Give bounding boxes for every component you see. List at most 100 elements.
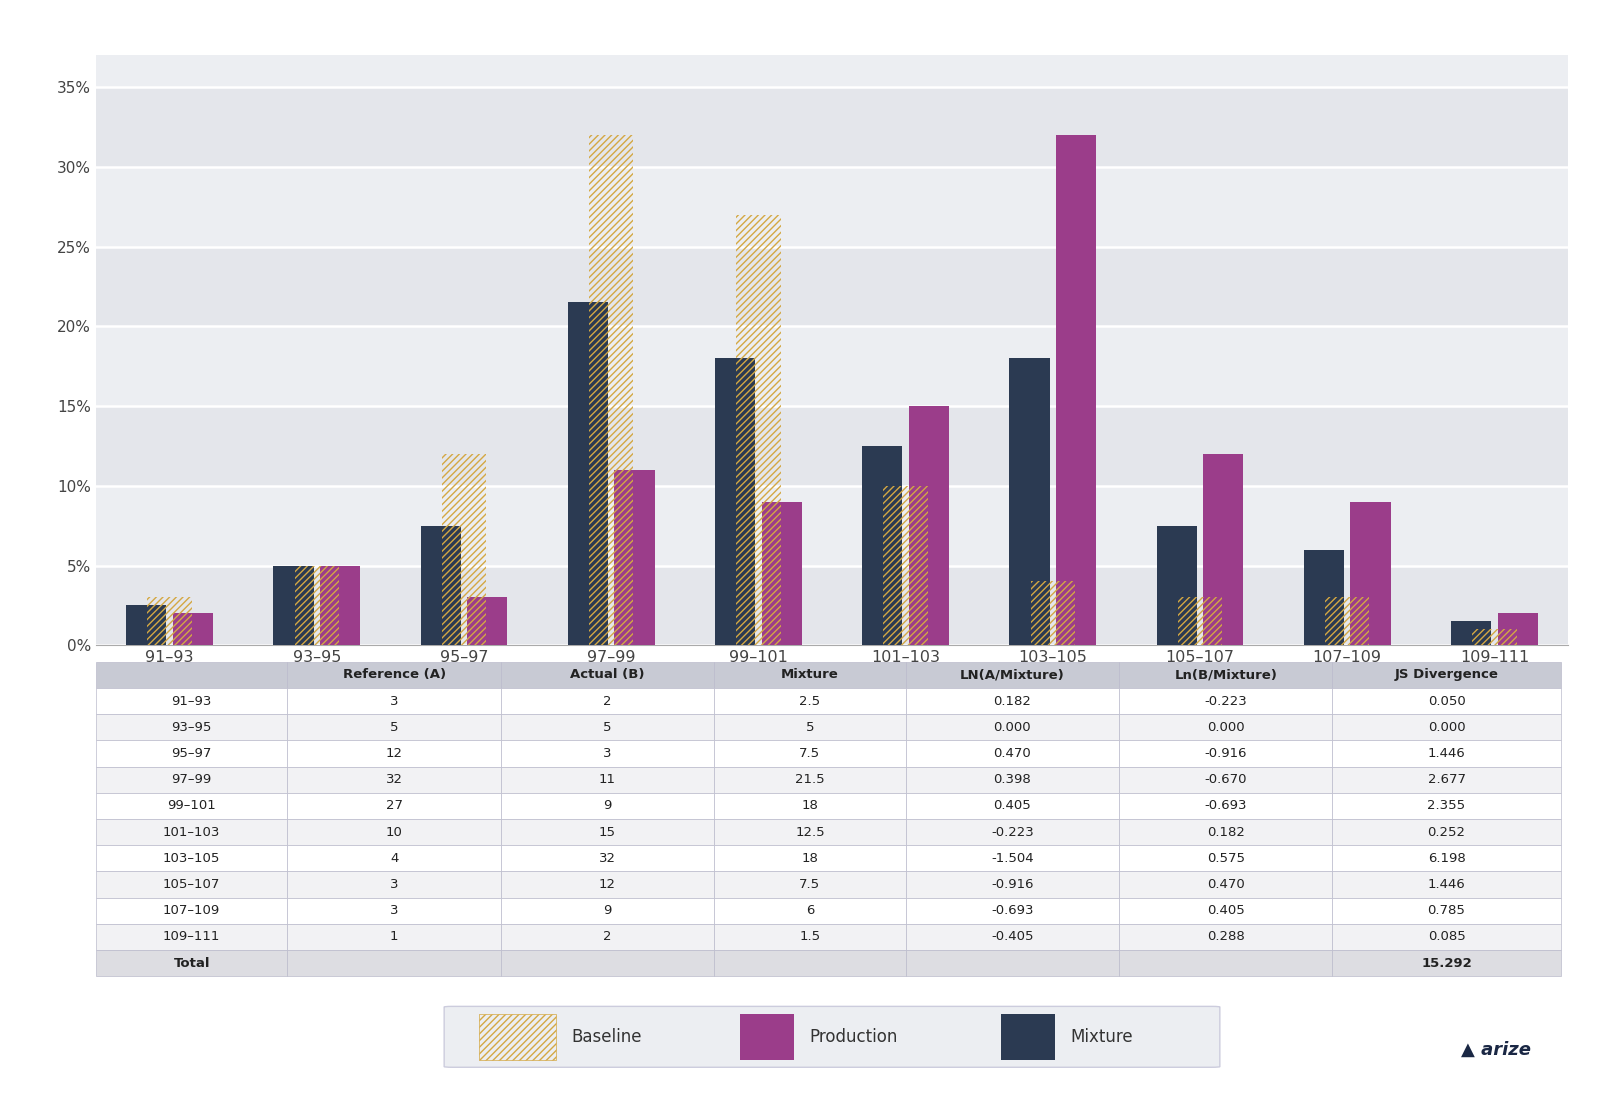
Text: Reference (A): Reference (A) — [342, 668, 446, 682]
Text: -0.693: -0.693 — [990, 904, 1034, 918]
Text: LN(A/Mixture): LN(A/Mixture) — [960, 668, 1064, 682]
Bar — [714, 950, 906, 976]
Bar — [288, 715, 501, 740]
Text: 12: 12 — [598, 878, 616, 891]
Bar — [294, 566, 339, 645]
Bar — [96, 845, 288, 871]
Text: 0.085: 0.085 — [1427, 930, 1466, 943]
Text: Total: Total — [173, 956, 210, 970]
Bar — [906, 950, 1118, 976]
Bar — [96, 485, 1568, 566]
Bar — [96, 167, 1568, 247]
Bar — [1333, 740, 1560, 767]
Bar — [96, 767, 288, 793]
Text: -0.916: -0.916 — [1205, 747, 1246, 760]
Bar — [906, 740, 1118, 767]
Text: 6.198: 6.198 — [1427, 852, 1466, 865]
Text: 6: 6 — [806, 904, 814, 918]
Bar — [320, 566, 360, 645]
Bar — [714, 924, 906, 950]
Bar — [288, 767, 501, 793]
Bar — [1178, 598, 1222, 645]
Text: 103–105: 103–105 — [163, 852, 221, 865]
Bar — [1118, 715, 1333, 740]
Text: -1.504: -1.504 — [990, 852, 1034, 865]
Bar — [1333, 871, 1560, 898]
Bar — [442, 453, 486, 645]
Bar — [274, 566, 314, 645]
Bar — [906, 793, 1118, 818]
Text: -0.223: -0.223 — [1205, 695, 1246, 708]
Bar — [762, 502, 802, 645]
FancyBboxPatch shape — [445, 1006, 1219, 1068]
Bar — [288, 688, 501, 715]
Bar — [501, 793, 714, 818]
Text: -0.916: -0.916 — [990, 878, 1034, 891]
Bar — [906, 871, 1118, 898]
Bar — [288, 924, 501, 950]
Bar — [288, 950, 501, 976]
Text: -0.693: -0.693 — [1205, 800, 1246, 813]
Bar — [1304, 549, 1344, 645]
Bar — [96, 326, 1568, 406]
Text: 15: 15 — [598, 825, 616, 838]
Text: 3: 3 — [390, 904, 398, 918]
Bar — [714, 688, 906, 715]
Text: ▲ arize: ▲ arize — [1461, 1041, 1531, 1059]
Text: 7.5: 7.5 — [800, 878, 821, 891]
Text: 0.405: 0.405 — [1206, 904, 1245, 918]
Text: 2.355: 2.355 — [1427, 800, 1466, 813]
Text: 0.398: 0.398 — [994, 773, 1030, 786]
Bar — [288, 740, 501, 767]
Bar — [1333, 950, 1560, 976]
Text: 95–97: 95–97 — [171, 747, 211, 760]
Bar — [862, 446, 902, 645]
Text: -0.670: -0.670 — [1205, 773, 1246, 786]
Bar — [906, 924, 1118, 950]
Bar — [1056, 135, 1096, 645]
Bar — [1498, 613, 1538, 645]
Bar — [1333, 845, 1560, 871]
Text: 0.785: 0.785 — [1427, 904, 1466, 918]
Text: 2.677: 2.677 — [1427, 773, 1466, 786]
Bar — [288, 662, 501, 688]
Bar — [147, 598, 192, 645]
Bar — [96, 740, 288, 767]
Bar — [714, 871, 906, 898]
Bar — [714, 662, 906, 688]
Bar — [736, 215, 781, 645]
Bar — [288, 793, 501, 818]
Text: 7.5: 7.5 — [800, 747, 821, 760]
Text: 0.000: 0.000 — [1206, 720, 1245, 733]
Text: Actual (B): Actual (B) — [570, 668, 645, 682]
Bar — [501, 818, 714, 845]
Bar — [501, 740, 714, 767]
Text: 101–103: 101–103 — [163, 825, 221, 838]
Text: 1.5: 1.5 — [800, 930, 821, 943]
Text: 0.252: 0.252 — [1427, 825, 1466, 838]
Text: 9: 9 — [603, 800, 611, 813]
Bar — [288, 871, 501, 898]
Text: 32: 32 — [598, 852, 616, 865]
Text: 97–99: 97–99 — [171, 773, 211, 786]
Bar — [96, 688, 288, 715]
Text: 27: 27 — [386, 800, 403, 813]
Bar — [906, 818, 1118, 845]
Bar — [96, 87, 1568, 167]
Bar — [501, 950, 714, 976]
Text: 1.446: 1.446 — [1427, 747, 1466, 760]
Bar — [1350, 502, 1390, 645]
Text: 0.470: 0.470 — [1206, 878, 1245, 891]
Bar — [1333, 662, 1560, 688]
Bar — [501, 662, 714, 688]
Bar — [568, 302, 608, 645]
Text: 12: 12 — [386, 747, 403, 760]
Bar — [1118, 924, 1333, 950]
Bar — [1118, 688, 1333, 715]
Bar — [1203, 453, 1243, 645]
Bar — [1118, 793, 1333, 818]
Text: 3: 3 — [603, 747, 611, 760]
Bar — [126, 606, 166, 645]
Bar — [467, 598, 507, 645]
Bar — [501, 845, 714, 871]
